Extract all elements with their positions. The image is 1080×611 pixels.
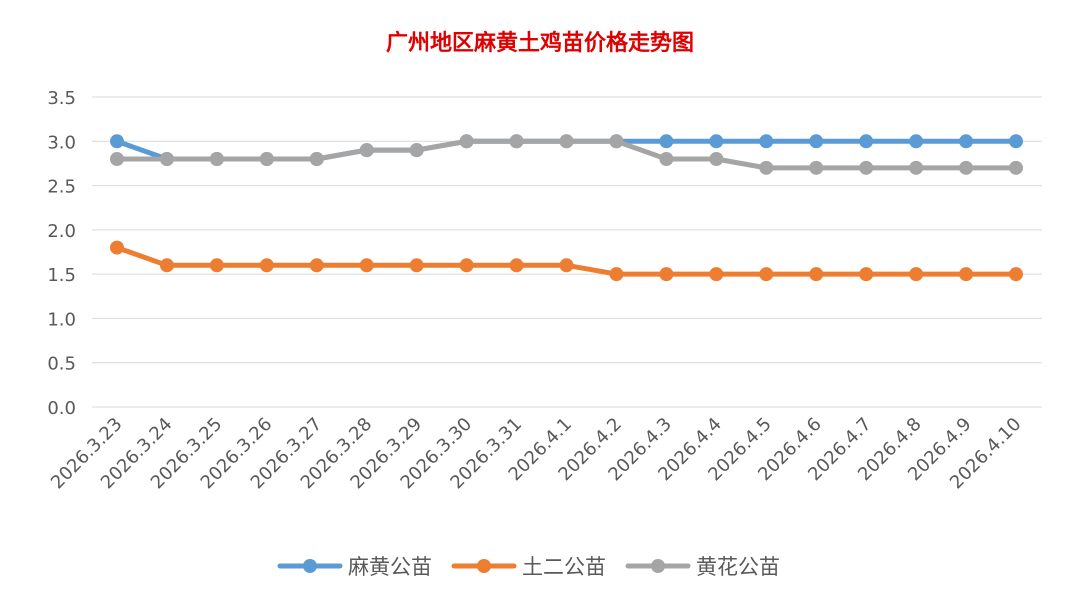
- data-point: [709, 267, 724, 282]
- y-tick-label: 1.5: [47, 265, 76, 286]
- data-point: [459, 134, 474, 149]
- data-point: [759, 160, 774, 175]
- data-point: [759, 267, 774, 282]
- data-point: [959, 267, 974, 282]
- data-point: [1009, 160, 1023, 175]
- data-point: [409, 143, 424, 158]
- legend-label: 麻黄公苗: [348, 555, 432, 579]
- data-point: [659, 152, 674, 166]
- grid-lines: [92, 96, 1042, 408]
- legend-marker: [303, 559, 317, 573]
- series-3: [110, 134, 1023, 175]
- data-point: [209, 152, 224, 166]
- legend-marker: [477, 559, 491, 573]
- data-point: [859, 267, 874, 282]
- y-tick-label: 2.0: [47, 221, 76, 242]
- data-point: [759, 134, 774, 149]
- data-point: [159, 258, 174, 273]
- data-point: [659, 134, 674, 149]
- data-point: [110, 152, 124, 166]
- data-point: [509, 134, 524, 149]
- data-point: [259, 258, 274, 273]
- y-tick-label: 3.5: [47, 88, 76, 109]
- data-point: [1009, 134, 1023, 149]
- y-tick-label: 2.5: [47, 177, 76, 198]
- y-axis-ticks: 0.0 0.5 1.0 1.5 2.0 2.5 3.0 3.5: [47, 88, 76, 419]
- legend-marker: [651, 559, 665, 573]
- x-axis-ticks: 2026.3.232026.3.242026.3.252026.3.262026…: [47, 414, 1026, 494]
- legend-label: 黄花公苗: [696, 555, 780, 579]
- data-point: [709, 152, 724, 166]
- data-point: [809, 134, 824, 149]
- data-point: [159, 152, 174, 166]
- data-point: [659, 267, 674, 282]
- data-point: [259, 152, 274, 166]
- data-point: [609, 267, 624, 282]
- data-point: [909, 134, 924, 149]
- data-point: [409, 258, 424, 273]
- data-point: [1009, 267, 1023, 282]
- data-point: [859, 134, 874, 149]
- data-point: [110, 240, 124, 255]
- data-point: [359, 143, 374, 158]
- data-point: [909, 267, 924, 282]
- data-point: [609, 134, 624, 149]
- data-point: [309, 152, 324, 166]
- data-point: [359, 258, 374, 273]
- data-point: [809, 160, 824, 175]
- y-tick-label: 0.0: [47, 398, 76, 419]
- data-point: [859, 160, 874, 175]
- legend-item: 黄花公苗: [625, 555, 780, 579]
- chart-title: 广州地区麻黄土鸡苗价格走势图: [386, 30, 694, 56]
- data-point: [209, 258, 224, 273]
- y-tick-label: 0.5: [47, 354, 76, 375]
- series-layer: [110, 134, 1023, 282]
- data-point: [959, 160, 974, 175]
- data-point: [110, 134, 124, 149]
- legend-item: 麻黄公苗: [277, 555, 432, 579]
- legend-label: 土二公苗: [522, 555, 606, 579]
- y-tick-label: 1.0: [47, 309, 76, 330]
- data-point: [559, 258, 574, 273]
- data-point: [709, 134, 724, 149]
- series-2: [110, 240, 1023, 282]
- data-point: [309, 258, 324, 273]
- legend: 麻黄公苗 土二公苗 黄花公苗: [277, 555, 780, 579]
- legend-item: 土二公苗: [451, 555, 606, 579]
- y-tick-label: 3.0: [47, 132, 76, 153]
- data-point: [809, 267, 824, 282]
- data-point: [909, 160, 924, 175]
- data-point: [509, 258, 524, 273]
- data-point: [459, 258, 474, 273]
- data-point: [959, 134, 974, 149]
- data-point: [559, 134, 574, 149]
